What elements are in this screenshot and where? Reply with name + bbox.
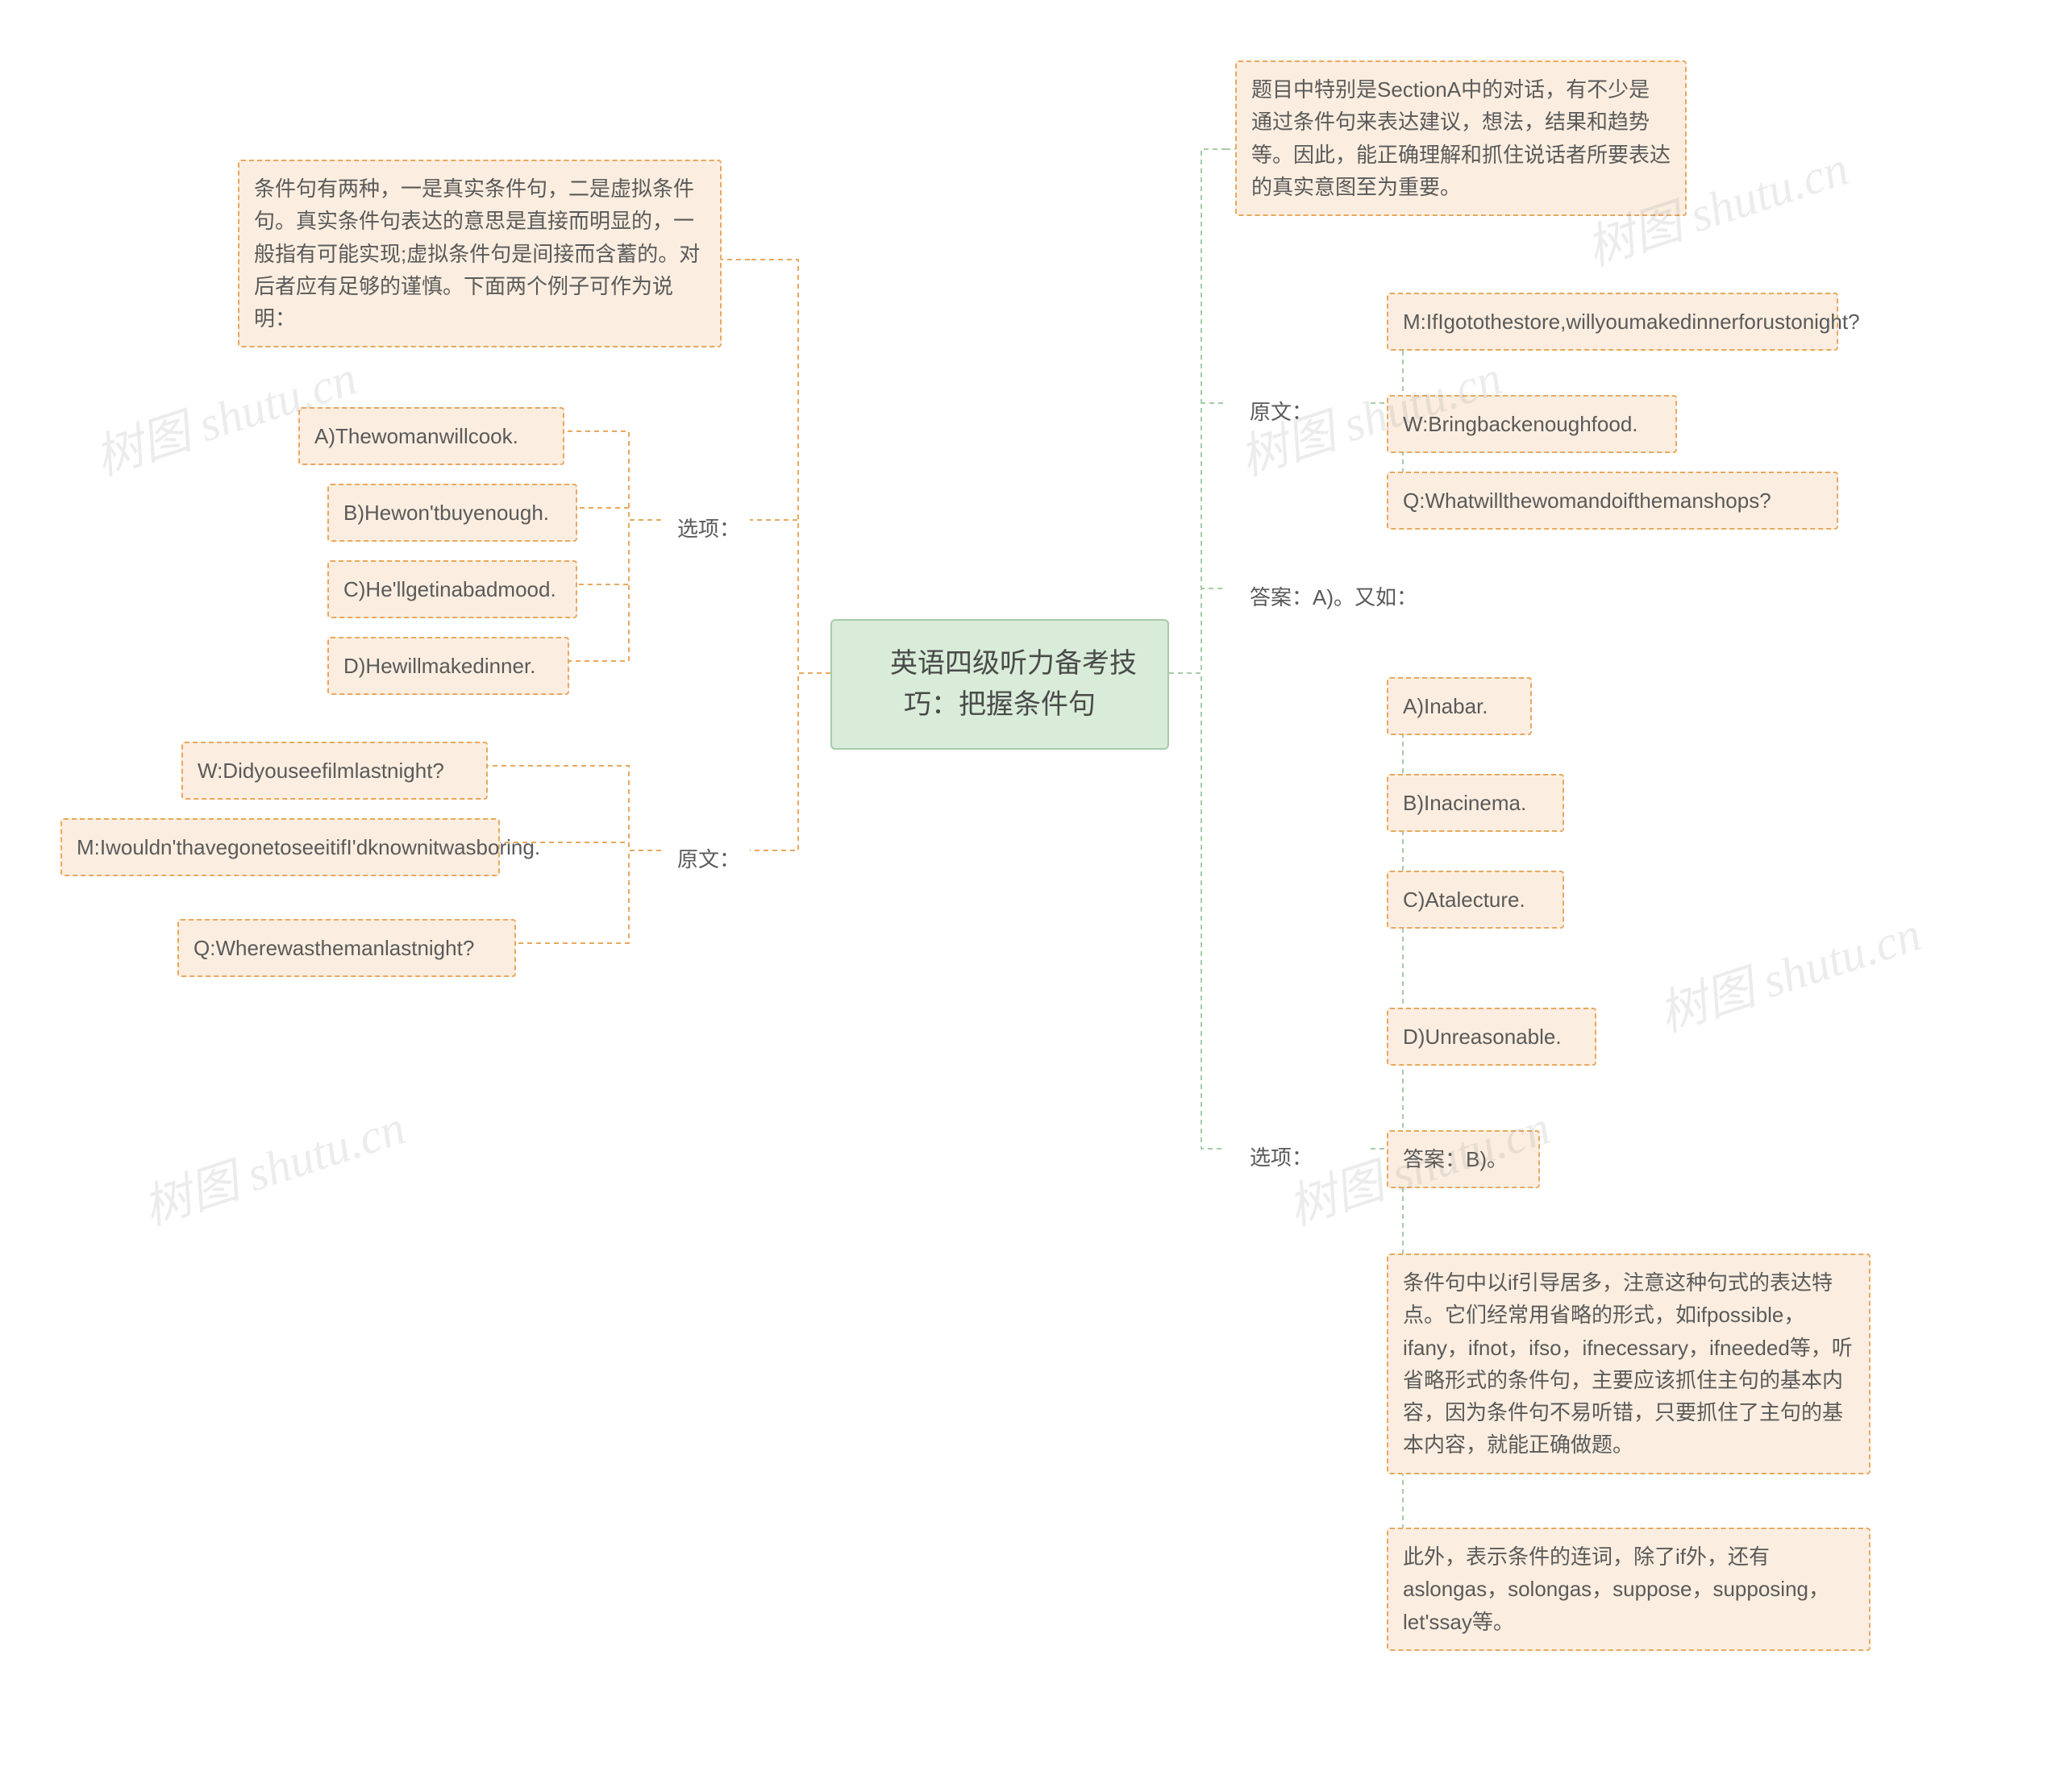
mindmap-node: Q:Wherewasthemanlastnight? <box>177 919 516 977</box>
mindmap-node: B)Hewon'tbuyenough. <box>327 484 577 542</box>
mindmap-node: 答案：B)。 <box>1387 1130 1540 1188</box>
mindmap-node: D)Unreasonable. <box>1387 1008 1596 1066</box>
mindmap-node: W:Bringbackenoughfood. <box>1387 395 1677 453</box>
mindmap-node: C)He'llgetinabadmood. <box>327 560 577 618</box>
mindmap-node: D)Hewillmakedinner. <box>327 637 569 695</box>
mindmap-node: 条件句有两种，一是真实条件句，二是虚拟条件句。真实条件句表达的意思是直接而明显的… <box>238 160 722 347</box>
mindmap-node: 原文： <box>669 838 748 880</box>
mindmap-node: Q:Whatwillthewomandoifthemanshops? <box>1387 472 1838 530</box>
mindmap-node: W:Didyouseefilmlastnight? <box>181 742 488 800</box>
watermark: 树图 shutu.cn <box>133 1088 413 1239</box>
mindmap-node: 条件句中以if引导居多，注意这种句式的表达特点。它们经常用省略的形式，如ifpo… <box>1387 1254 1870 1474</box>
mindmap-node: 选项： <box>669 508 748 550</box>
mindmap-node: 答案：A)。又如： <box>1242 576 1425 618</box>
mindmap-node: C)Atalecture. <box>1387 871 1564 929</box>
mindmap-node: M:IfIgotothestore,willyoumakedinnerforus… <box>1387 293 1838 351</box>
mindmap-node: M:Iwouldn'thavegonetoseeitifI'dknownitwa… <box>60 818 500 876</box>
mindmap-node: 此外，表示条件的连词，除了if外，还有aslongas，solongas，sup… <box>1387 1528 1870 1651</box>
mindmap-node: B)Inacinema. <box>1387 774 1564 832</box>
mindmap-node: 原文： <box>1242 391 1321 433</box>
mindmap-node: A)Inabar. <box>1387 677 1532 735</box>
mindmap-node: 题目中特别是SectionA中的对话，有不少是通过条件句来表达建议，想法，结果和… <box>1235 60 1687 216</box>
root-node: 英语四级听力备考技巧：把握条件句 <box>830 619 1169 750</box>
mindmap-node: 选项： <box>1242 1137 1321 1179</box>
mindmap-node: A)Thewomanwillcook. <box>298 407 564 465</box>
mindmap-canvas: 英语四级听力备考技巧：把握条件句 条件句有两种，一是真实条件句，二是虚拟条件句。… <box>0 0 2064 1792</box>
watermark: 树图 shutu.cn <box>1649 895 1929 1046</box>
